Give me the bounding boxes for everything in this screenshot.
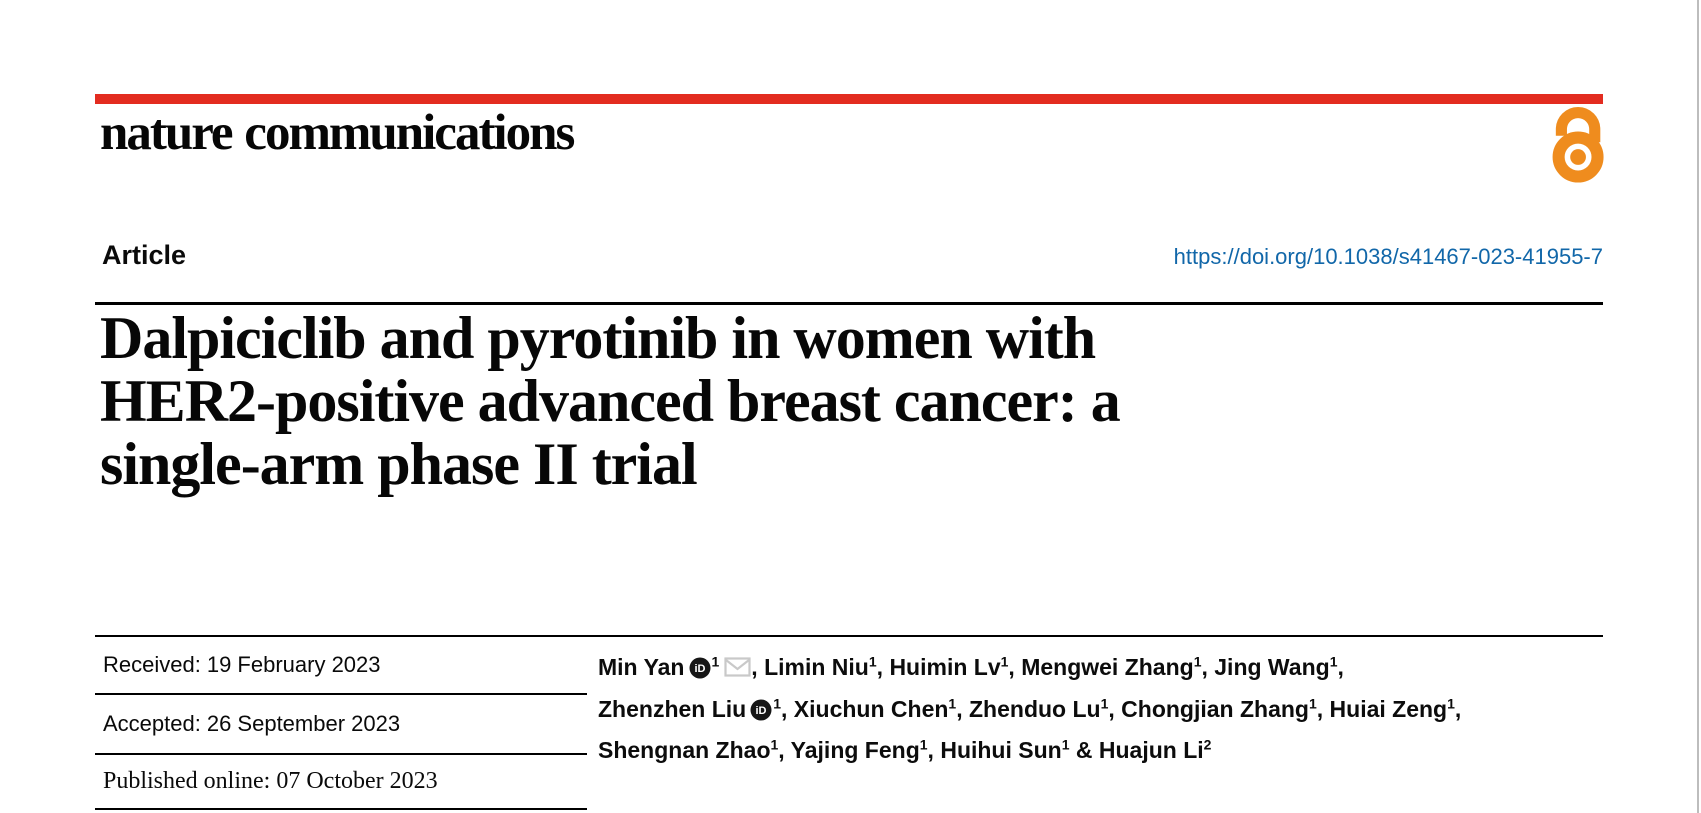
- title-line-1: Dalpiciclib and pyrotinib in women with: [100, 305, 1096, 371]
- author-separator: ,: [956, 695, 969, 722]
- author-separator: ,: [751, 654, 765, 680]
- received-label: Received:: [103, 652, 201, 677]
- article-header-row: Article https://doi.org/10.1038/s41467-0…: [95, 240, 1603, 271]
- author-line: Min Yan iD 1, Limin Niu1, Huimin Lv1, Meng…: [598, 649, 1608, 691]
- svg-text:iD: iD: [694, 663, 705, 675]
- author-name: Xiuchun Chen: [793, 695, 949, 722]
- affiliation-superscript: 1: [868, 653, 877, 670]
- meta-top-rule: [95, 635, 1603, 637]
- published-date-row: Published online: 07 October 2023: [95, 755, 587, 810]
- affiliation-superscript: 1: [1000, 653, 1009, 670]
- affiliation-superscript: 1: [1329, 653, 1338, 670]
- author-name: Huimin Lv: [889, 654, 1001, 680]
- author-name: Huajun Li: [1098, 737, 1204, 763]
- author-name: Huihui Sun: [940, 737, 1062, 763]
- affiliation-superscript: 1: [773, 694, 782, 711]
- affiliation-superscript: 1: [711, 653, 720, 670]
- author-line: Zhenzhen Liu iD 1, Xiuchun Chen1, Zhenduo …: [598, 691, 1608, 733]
- article-type-label: Article: [102, 240, 187, 270]
- open-access-icon: [1551, 107, 1607, 188]
- author-separator: ,: [1337, 654, 1344, 680]
- author-name: Shengnan Zhao: [598, 737, 771, 763]
- email-icon[interactable]: [724, 651, 751, 689]
- affiliation-superscript: 1: [948, 694, 957, 711]
- affiliation-superscript: 1: [1308, 694, 1317, 711]
- author-name: Zhenduo Lu: [969, 695, 1101, 722]
- author-separator: ,: [781, 695, 794, 722]
- author-name: Huiai Zeng: [1329, 695, 1448, 722]
- svg-text:iD: iD: [756, 705, 767, 717]
- doi-link[interactable]: https://doi.org/10.1038/s41467-023-41955…: [1173, 244, 1603, 269]
- affiliation-superscript: 1: [770, 736, 779, 753]
- author-line: Shengnan Zhao1, Yajing Feng1, Huihui Sun…: [598, 732, 1608, 770]
- author-separator: ,: [1454, 695, 1462, 722]
- received-value: 19 February 2023: [206, 652, 381, 677]
- affiliation-superscript: 1: [1061, 736, 1070, 753]
- dates-panel: Received: 19 February 2023 Accepted: 26 …: [95, 637, 587, 810]
- author-name: Min Yan: [598, 654, 685, 680]
- journal-logo: nature communications: [100, 105, 575, 161]
- author-separator: ,: [778, 737, 791, 763]
- page-right-edge: [1697, 0, 1699, 813]
- author-name: Limin Niu: [764, 654, 869, 680]
- author-name: Mengwei Zhang: [1021, 654, 1194, 680]
- orcid-icon[interactable]: iD: [689, 653, 711, 691]
- published-value: 07 October 2023: [276, 768, 438, 794]
- author-separator: ,: [927, 737, 941, 763]
- affiliation-superscript: 1: [1447, 694, 1455, 711]
- affiliation-superscript: 1: [1193, 653, 1202, 670]
- author-name: Jing Wang: [1214, 654, 1330, 680]
- title-line-3: single-arm phase II trial: [100, 431, 698, 497]
- author-name: Zhenzhen Liu: [598, 695, 747, 722]
- accepted-value: 26 September 2023: [206, 711, 401, 736]
- author-separator: ,: [1108, 695, 1122, 722]
- accepted-date-row: Accepted: 26 September 2023: [95, 695, 587, 755]
- orcid-icon[interactable]: iD: [750, 695, 772, 733]
- author-separator: ,: [1008, 654, 1022, 680]
- author-name: Yajing Feng: [790, 737, 920, 763]
- affiliation-superscript: 2: [1203, 736, 1212, 753]
- author-list: Min Yan iD 1, Limin Niu1, Huimin Lv1, Meng…: [598, 649, 1608, 770]
- affiliation-superscript: 1: [919, 736, 928, 753]
- author-separator: &: [1069, 737, 1099, 763]
- author-name: Chongjian Zhang: [1121, 695, 1309, 722]
- author-separator: ,: [1316, 695, 1330, 722]
- author-separator: ,: [876, 654, 890, 680]
- header-divider-rule: [95, 302, 1603, 305]
- author-separator: ,: [1201, 654, 1215, 680]
- published-label: Published online:: [103, 768, 271, 794]
- received-date-row: Received: 19 February 2023: [95, 637, 587, 695]
- accepted-label: Accepted:: [103, 711, 201, 736]
- affiliation-superscript: 1: [1100, 694, 1109, 711]
- title-line-2: HER2-positive advanced breast cancer: a: [100, 368, 1121, 434]
- article-title: Dalpiciclib and pyrotinib in women with …: [100, 307, 1570, 496]
- brand-bar: [95, 94, 1603, 104]
